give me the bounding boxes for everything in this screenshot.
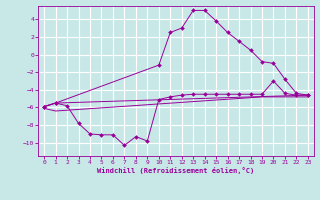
X-axis label: Windchill (Refroidissement éolien,°C): Windchill (Refroidissement éolien,°C) <box>97 167 255 174</box>
